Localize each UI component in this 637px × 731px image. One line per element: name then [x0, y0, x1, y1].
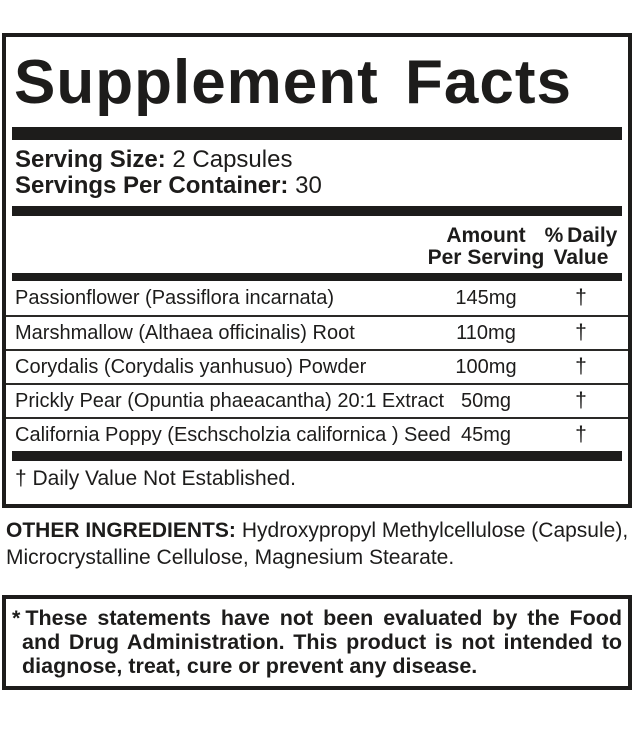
other-ingredients: OTHER INGREDIENTS: Hydroxypropyl Methylce…	[6, 517, 631, 571]
amount-per-serving-header: Amount Per Serving	[421, 225, 551, 269]
fda-disclaimer-text: * These statements have not been evaluate…	[6, 599, 628, 678]
panel-title: Supplement Facts	[14, 47, 572, 117]
divider-bar-below-header	[12, 273, 622, 281]
ingredient-name: Prickly Pear (Opuntia phaeacantha) 20:1 …	[15, 389, 445, 412]
ingredient-daily-value-dagger: †	[575, 321, 587, 344]
ingredient-amount: 50mg	[460, 389, 512, 412]
ingredient-name: Marshmallow (Althaea officinalis) Root	[15, 321, 355, 344]
ingredient-name: Passionflower (Passiflora incarnata)	[15, 286, 335, 309]
ingredient-row-passionflower: Passionflower (Passiflora incarnata) 145…	[6, 281, 628, 315]
fda-disclaimer-box: * These statements have not been evaluate…	[2, 595, 632, 690]
ingredient-row-prickly-pear: Prickly Pear (Opuntia phaeacantha) 20:1 …	[6, 383, 628, 417]
servings-per-container-line: Servings Per Container: 30	[15, 173, 620, 199]
daily-value-footnote: † Daily Value Not Established.	[15, 466, 296, 490]
ingredient-amount: 145mg	[455, 286, 517, 309]
ingredient-amount: 110mg	[456, 321, 516, 344]
serving-size-label: Serving Size:	[15, 146, 166, 173]
ingredient-daily-value-dagger: †	[575, 286, 587, 309]
ingredient-amount: 45mg	[460, 423, 512, 446]
servings-per-container-value: 30	[295, 172, 322, 199]
ingredient-table: Passionflower (Passiflora incarnata) 145…	[6, 281, 628, 451]
daily-value-header: % Daily Value	[536, 225, 626, 269]
daily-value-header-line1: % Daily	[544, 224, 618, 247]
ingredient-daily-value-dagger: †	[575, 389, 587, 412]
asterisk-marker: *	[12, 606, 21, 630]
serving-info: Serving Size: 2 Capsules Servings Per Co…	[6, 140, 628, 206]
ingredient-daily-value-dagger: †	[575, 355, 587, 378]
ingredient-row-california-poppy: California Poppy (Eschscholzia californi…	[6, 417, 628, 451]
divider-bar-below-title	[12, 127, 622, 140]
daily-value-header-line2: Value	[553, 246, 609, 269]
amount-header-line2: Per Serving	[427, 246, 545, 269]
ingredient-amount: 100mg	[455, 355, 517, 378]
divider-bar-above-footnote	[12, 451, 622, 461]
divider-bar-below-serving	[12, 206, 622, 216]
supplement-facts-panel: Supplement Facts Serving Size: 2 Capsule…	[2, 33, 632, 508]
amount-header-line1: Amount	[446, 224, 526, 247]
serving-size-value: 2 Capsules	[172, 146, 293, 173]
ingredient-name: Corydalis (Corydalis yanhusuo) Powder	[15, 355, 367, 378]
serving-size-line: Serving Size: 2 Capsules	[15, 147, 620, 173]
ingredient-row-corydalis: Corydalis (Corydalis yanhusuo) Powder 10…	[6, 349, 628, 383]
ingredient-daily-value-dagger: †	[575, 423, 587, 446]
other-ingredients-label: OTHER INGREDIENTS:	[6, 519, 236, 542]
ingredient-row-marshmallow: Marshmallow (Althaea officinalis) Root 1…	[6, 315, 628, 349]
other-ingredients-text: Hydroxypropyl Methylcellulose (Capsule),…	[6, 519, 629, 569]
servings-per-container-label: Servings Per Container:	[15, 172, 289, 199]
disclaimer-statement: These statements have not been evaluated…	[22, 606, 622, 678]
column-header-row: Amount Per Serving % Daily Value	[6, 216, 628, 273]
ingredient-name: California Poppy (Eschscholzia californi…	[15, 423, 451, 446]
